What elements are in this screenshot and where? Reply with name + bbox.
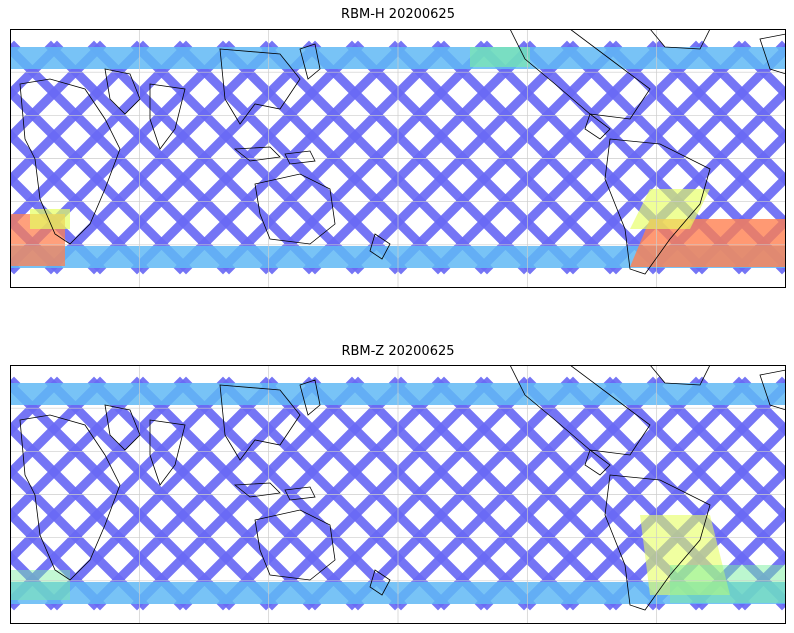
coastlines <box>19 365 786 611</box>
panel-title-rbm-z: RBM-Z 20200625 <box>341 344 455 359</box>
coastlines <box>19 29 786 275</box>
graticule <box>10 365 786 624</box>
high-value-patches <box>10 47 786 267</box>
map-panel-rbm-z <box>10 365 786 624</box>
panel-title-rbm-h: RBM-H 20200625 <box>341 7 455 22</box>
map-panel-rbm-h <box>10 29 786 288</box>
high-value-patches <box>10 515 786 603</box>
